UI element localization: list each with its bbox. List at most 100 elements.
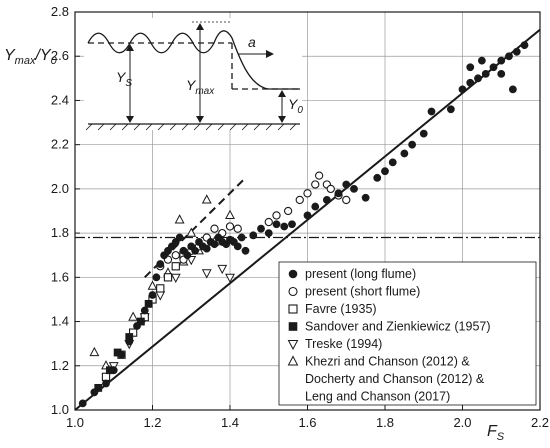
data-point-filled-circle (311, 202, 320, 211)
data-point-filled-circle (257, 224, 265, 233)
data-point-filled-circle (133, 322, 141, 330)
legend-entry: Favre (1935) (305, 302, 377, 316)
data-point-filled-circle (512, 47, 521, 56)
data-point-open-circle (342, 195, 351, 205)
x-tick-label: 1.4 (221, 415, 239, 430)
legend-marker-open-triangle-up (287, 355, 299, 366)
y-tick-label: 2.4 (51, 92, 69, 107)
x-tick-label: 2.0 (453, 415, 471, 430)
data-point-open-circle (233, 224, 242, 233)
data-point-filled-circle (427, 107, 436, 116)
y-tick-label: 2.2 (51, 137, 69, 152)
data-point-filled-circle (264, 229, 273, 238)
data-point-open-circle (171, 251, 180, 260)
inset-label-y0: Y0 (288, 96, 303, 116)
data-point-open-triangle-up (201, 194, 212, 204)
data-point-filled-circle (272, 220, 281, 229)
legend-box (278, 261, 537, 406)
data-point-filled-circle (90, 388, 99, 397)
data-point-open-square (171, 262, 180, 271)
y-tick-label: 2.8 (51, 4, 69, 19)
data-point-filled-circle (183, 251, 192, 260)
data-point-open-circle (311, 180, 320, 189)
bed-hatching (85, 123, 297, 131)
data-point-filled-circle (117, 350, 126, 359)
data-point-filled-circle (419, 129, 428, 138)
trend-line-dashed (144, 177, 247, 279)
y-tick-label: 1.8 (51, 225, 69, 240)
data-point-open-circle (326, 184, 335, 194)
data-point-filled-circle (233, 242, 242, 251)
inset-label-ymax: Ymax (186, 77, 215, 97)
celerity-arrowhead (266, 50, 274, 58)
data-point-filled-circle (125, 337, 134, 346)
y-tick-label: 1.4 (51, 314, 69, 329)
data-point-open-circle (295, 195, 304, 205)
data-point-filled-square (144, 299, 153, 308)
data-point-filled-circle (361, 193, 370, 202)
x-tick-label: 1.0 (66, 415, 84, 430)
data-point-filled-circle (288, 220, 296, 229)
inset-label-a: a (248, 34, 256, 50)
data-point-open-circle (283, 206, 293, 216)
data-point-open-circle (264, 217, 273, 227)
y-axis-label: Ymax/Y0 (4, 47, 58, 67)
data-point-open-circle (272, 211, 281, 220)
data-point-filled-circle (152, 273, 161, 282)
data-point-filled-circle (109, 366, 118, 375)
data-point-filled-circle (191, 246, 200, 255)
data-point-open-triangle-down (201, 269, 212, 279)
data-point-open-circle (303, 189, 312, 198)
y-tick-label: 1.2 (51, 358, 69, 373)
data-point-filled-circle (175, 233, 184, 242)
data-point-filled-circle (408, 140, 417, 149)
inset-background (84, 18, 302, 130)
legend: present (long flume) present (short flume… (278, 261, 537, 406)
data-point-filled-circle (342, 180, 351, 189)
legend-entry: Docherty and Chanson (2012) & (305, 372, 485, 386)
data-points (78, 41, 529, 408)
y-tick-label: 2.0 (51, 181, 69, 196)
data-point-filled-circle (520, 41, 529, 50)
axis-ticks: 1.0 1.2 1.4 1.6 1.8 2.0 2.2 1.0 1.2 1.4 1.6 1.8 2.0 2… (51, 4, 549, 430)
x-tick-label: 1.2 (143, 415, 161, 430)
data-point-open-triangle-down (170, 273, 181, 283)
data-point-filled-square (136, 317, 145, 326)
data-point-filled-circle (78, 399, 87, 408)
data-point-filled-circle (148, 291, 157, 299)
data-point-open-square (156, 284, 165, 293)
data-point-filled-square (94, 383, 103, 392)
data-point-filled-circle (446, 105, 455, 114)
data-point-open-circle (314, 171, 324, 180)
data-point-filled-circle (241, 246, 250, 255)
data-point-filled-circle (497, 70, 506, 78)
y-tick-label: 2.6 (51, 48, 69, 63)
y-tick-label: 1.0 (51, 402, 69, 417)
data-point-filled-circle (102, 379, 110, 388)
data-point-filled-circle (280, 222, 289, 231)
data-point-filled-circle (322, 196, 331, 204)
data-point-filled-circle (505, 52, 513, 61)
data-point-filled-circle (303, 211, 312, 220)
legend-marker-open-triangle-down (287, 340, 299, 351)
data-point-open-triangle-up (128, 311, 139, 321)
data-point-filled-circle (140, 306, 149, 315)
data-point-filled-circle (466, 78, 475, 87)
data-point-filled-circle (508, 85, 517, 94)
data-point-open-triangle-up (147, 280, 158, 290)
data-point-filled-circle (373, 173, 382, 182)
data-point-open-triangle-up (225, 209, 235, 220)
x-tick-label: 2.2 (531, 415, 549, 430)
data-point-open-square (163, 273, 173, 282)
y-tick-label: 1.6 (51, 269, 69, 284)
legend-entry: present (short flume) (305, 285, 420, 299)
x-tick-label: 1.6 (298, 415, 316, 430)
y0-arrowheads (278, 90, 286, 123)
data-point-open-square (101, 372, 111, 381)
x-axis-label: FS (487, 423, 505, 443)
bore-schematic: a YS Ymax Y0 (84, 18, 303, 131)
data-point-open-circle (225, 222, 235, 231)
legend-marker-open-circle (288, 286, 298, 297)
data-point-filled-circle (489, 63, 498, 72)
data-point-filled-circle (466, 63, 475, 72)
